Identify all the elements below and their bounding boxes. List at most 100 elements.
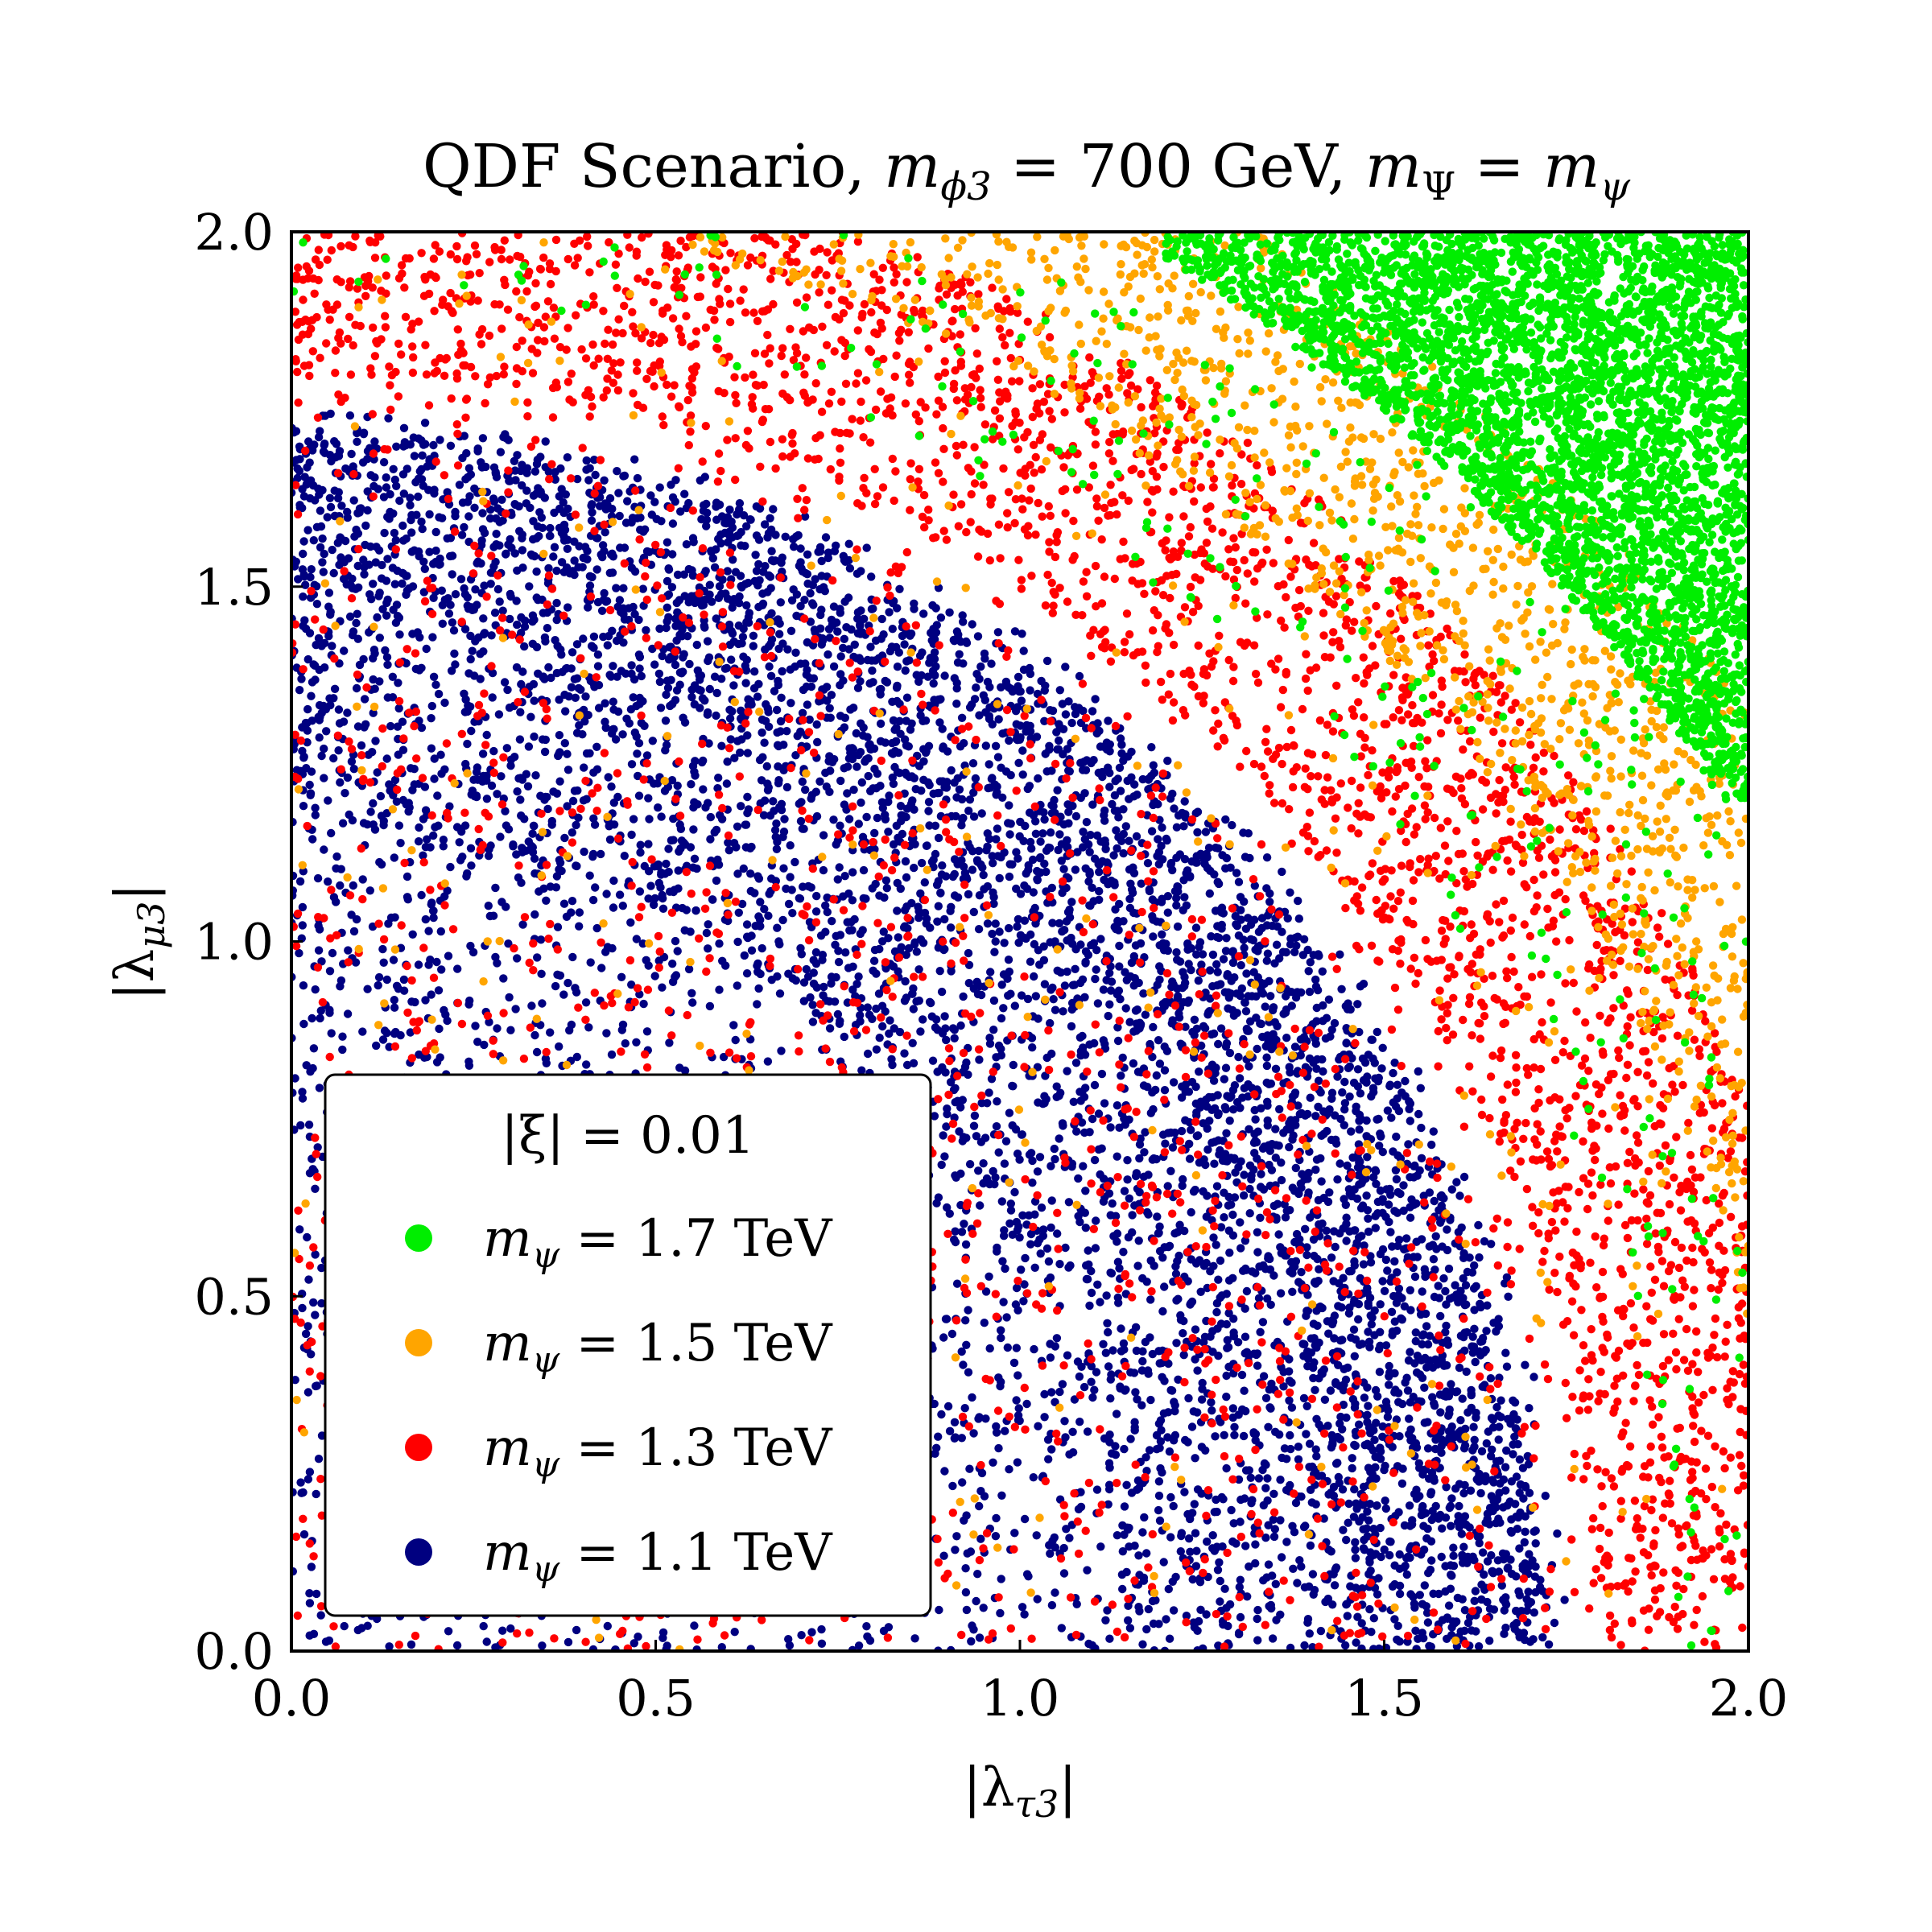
scatter-point-1.1TeV [426,843,435,852]
scatter-point-1.1TeV [777,1046,786,1055]
scatter-point-1.1TeV [612,584,621,592]
scatter-point-1.1TeV [848,926,857,935]
scatter-point-1.1TeV [961,1240,971,1249]
scatter-point-1.1TeV [1230,1422,1239,1432]
scatter-point-1.1TeV [908,1038,917,1048]
scatter-point-1.1TeV [1149,1619,1158,1629]
scatter-point-1.1TeV [1405,1501,1414,1510]
scatter-point-1.1TeV [955,1127,964,1136]
scatter-point-1.1TeV [1071,865,1080,874]
scatter-point-1.1TeV [1225,1117,1234,1125]
scatter-point-1.1TeV [742,920,752,929]
scatter-point-1.1TeV [1088,707,1097,716]
scatter-point-1.1TeV [983,881,993,891]
scatter-point-1.1TeV [1427,1140,1436,1150]
scatter-point-1.1TeV [1234,1052,1243,1062]
scatter-point-1.1TeV [1306,1213,1315,1222]
scatter-point-1.1TeV [1090,1155,1100,1165]
scatter-point-1.1TeV [486,841,495,850]
scatter-point-1.1TeV [1213,877,1222,886]
scatter-point-1.1TeV [479,1621,488,1631]
scatter-point-1.1TeV [985,1344,994,1353]
scatter-point-1.1TeV [1318,967,1327,976]
scatter-point-1.1TeV [1047,1049,1056,1059]
scatter-point-1.1TeV [417,890,426,900]
scatter-point-1.1TeV [315,665,324,675]
scatter-point-1.1TeV [329,893,339,902]
scatter-point-1.1TeV [1364,1337,1374,1347]
scatter-point-1.1TeV [627,830,636,840]
scatter-point-1.1TeV [1132,832,1141,841]
scatter-point-1.1TeV [1065,1534,1074,1542]
scatter-point-1.1TeV [673,781,682,791]
scatter-point-1.1TeV [1326,1386,1335,1395]
scatter-point-1.1TeV [1147,743,1156,752]
scatter-point-1.1TeV [950,1418,960,1427]
scatter-point-1.1TeV [1294,914,1304,923]
scatter-point-1.1TeV [983,1099,992,1108]
scatter-point-1.1TeV [1293,1579,1302,1587]
scatter-point-1.1TeV [862,543,871,552]
scatter-point-1.1TeV [493,1024,502,1033]
scatter-point-1.1TeV [334,746,343,755]
scatter-point-1.1TeV [1050,1533,1059,1542]
scatter-point-1.1TeV [1116,995,1125,1004]
scatter-point-1.1TeV [969,907,979,917]
scatter-point-1.1TeV [747,946,757,955]
scatter-point-1.1TeV [1181,1435,1190,1445]
scatter-point-1.1TeV [450,649,459,658]
scatter-point-1.1TeV [349,927,359,936]
scatter-point-1.1TeV [1046,1223,1055,1232]
scatter-point-1.1TeV [482,1637,491,1646]
scatter-point-1.1TeV [802,964,811,974]
scatter-point-1.1TeV [408,930,417,939]
scatter-point-1.1TeV [947,1329,957,1339]
scatter-point-1.1TeV [1087,1377,1096,1386]
scatter-point-1.1TeV [1318,1055,1327,1064]
scatter-point-1.1TeV [1067,1022,1076,1031]
scatter-point-1.1TeV [656,883,665,892]
scatter-point-1.1TeV [1046,1018,1055,1028]
scatter-point-1.1TeV [1004,923,1013,933]
scatter-point-1.1TeV [825,1024,835,1033]
scatter-point-1.1TeV [1164,1242,1173,1252]
scatter-point-1.1TeV [523,782,533,791]
scatter-point-1.1TeV [1395,1637,1404,1646]
scatter-point-1.1TeV [1138,1528,1147,1537]
scatter-point-1.1TeV [1401,1076,1410,1086]
scatter-point-1.1TeV [309,1044,319,1053]
scatter-point-1.1TeV [609,903,618,912]
scatter-point-1.1TeV [658,1633,667,1643]
scatter-point-1.1TeV [1015,1233,1024,1242]
scatter-point-1.1TeV [623,497,632,506]
scatter-point-1.1TeV [1385,1381,1393,1389]
scatter-point-1.1TeV [964,1070,972,1080]
scatter-point-1.1TeV [439,836,448,844]
scatter-point-1.1TeV [303,726,312,735]
scatter-point-1.1TeV [917,858,927,868]
scatter-point-1.1TeV [591,470,600,480]
scatter-point-1.1TeV [1485,1604,1495,1613]
scatter-point-1.1TeV [785,1641,795,1650]
scatter-point-1.1TeV [1131,1171,1141,1181]
scatter-point-1.1TeV [380,1026,390,1035]
scatter-point-1.1TeV [1462,1300,1471,1309]
scatter-point-1.1TeV [1493,1556,1503,1565]
scatter-point-1.1TeV [1003,1343,1013,1352]
scatter-point-1.1TeV [1020,1514,1030,1524]
scatter-point-1.1TeV [749,683,759,693]
scatter-point-1.1TeV [1475,1538,1484,1548]
scatter-point-1.1TeV [782,782,792,792]
scatter-point-1.1TeV [1268,1634,1278,1643]
scatter-point-1.1TeV [1102,738,1112,747]
scatter-point-1.1TeV [942,1315,952,1323]
scatter-point-1.1TeV [801,785,810,795]
scatter-point-1.1TeV [1254,1474,1264,1483]
scatter-point-1.1TeV [969,1121,979,1130]
scatter-point-1.1TeV [779,864,788,873]
scatter-point-1.1TeV [705,590,714,599]
scatter-point-1.1TeV [1187,1422,1197,1431]
scatter-point-1.1TeV [1081,1187,1090,1195]
scatter-point-1.1TeV [588,852,597,861]
scatter-point-1.1TeV [1322,1013,1331,1022]
